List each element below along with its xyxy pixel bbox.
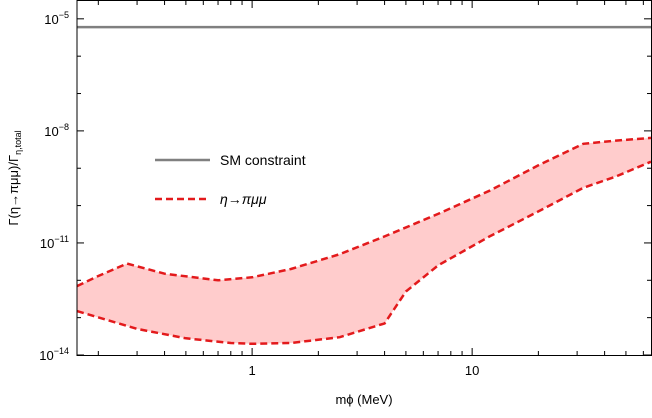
y-axis-label: Γ(η→πμμ)/Γη,total (6, 130, 23, 225)
band-lower-line (76, 160, 652, 346)
y-axis-label-main: Γ(η→πμμ)/Γ (6, 155, 21, 226)
series-layer (76, 25, 652, 346)
legend: SM constraint η→πμμ (155, 152, 306, 207)
y-tick-label-exponent: −8 (59, 122, 69, 132)
x-tick-label: 10 (465, 363, 479, 378)
y-tick-label-base: 10 (44, 124, 58, 139)
y-tick-label-base: 10 (40, 236, 54, 251)
y-axis-label-subscript: η,total (13, 130, 23, 155)
tick-layer (77, 1, 651, 356)
y-tick-label-exponent: −14 (54, 346, 69, 356)
y-axis-label-group: Γ(η→πμμ)/Γη,total (6, 130, 23, 225)
y-tick-label-exponent: −5 (59, 10, 69, 20)
x-tick-label: 1 (248, 363, 255, 378)
y-tick-label: 10−5 (44, 10, 69, 27)
y-tick-label: 10−14 (39, 346, 69, 363)
y-tick-label: 10−8 (44, 122, 69, 139)
y-tick-label-base: 10 (44, 12, 58, 27)
legend-label-eta-pi-mu-mu: η→πμμ (220, 191, 267, 207)
band-fill (77, 137, 651, 344)
y-tick-label-base: 10 (39, 348, 53, 363)
x-axis-label: mϕ (MeV) (335, 392, 392, 407)
band-upper-line (76, 136, 652, 288)
y-tick-label-exponent: −11 (54, 234, 69, 244)
legend-label-sm-constraint: SM constraint (220, 152, 306, 168)
y-tick-label: 10−11 (40, 234, 69, 251)
